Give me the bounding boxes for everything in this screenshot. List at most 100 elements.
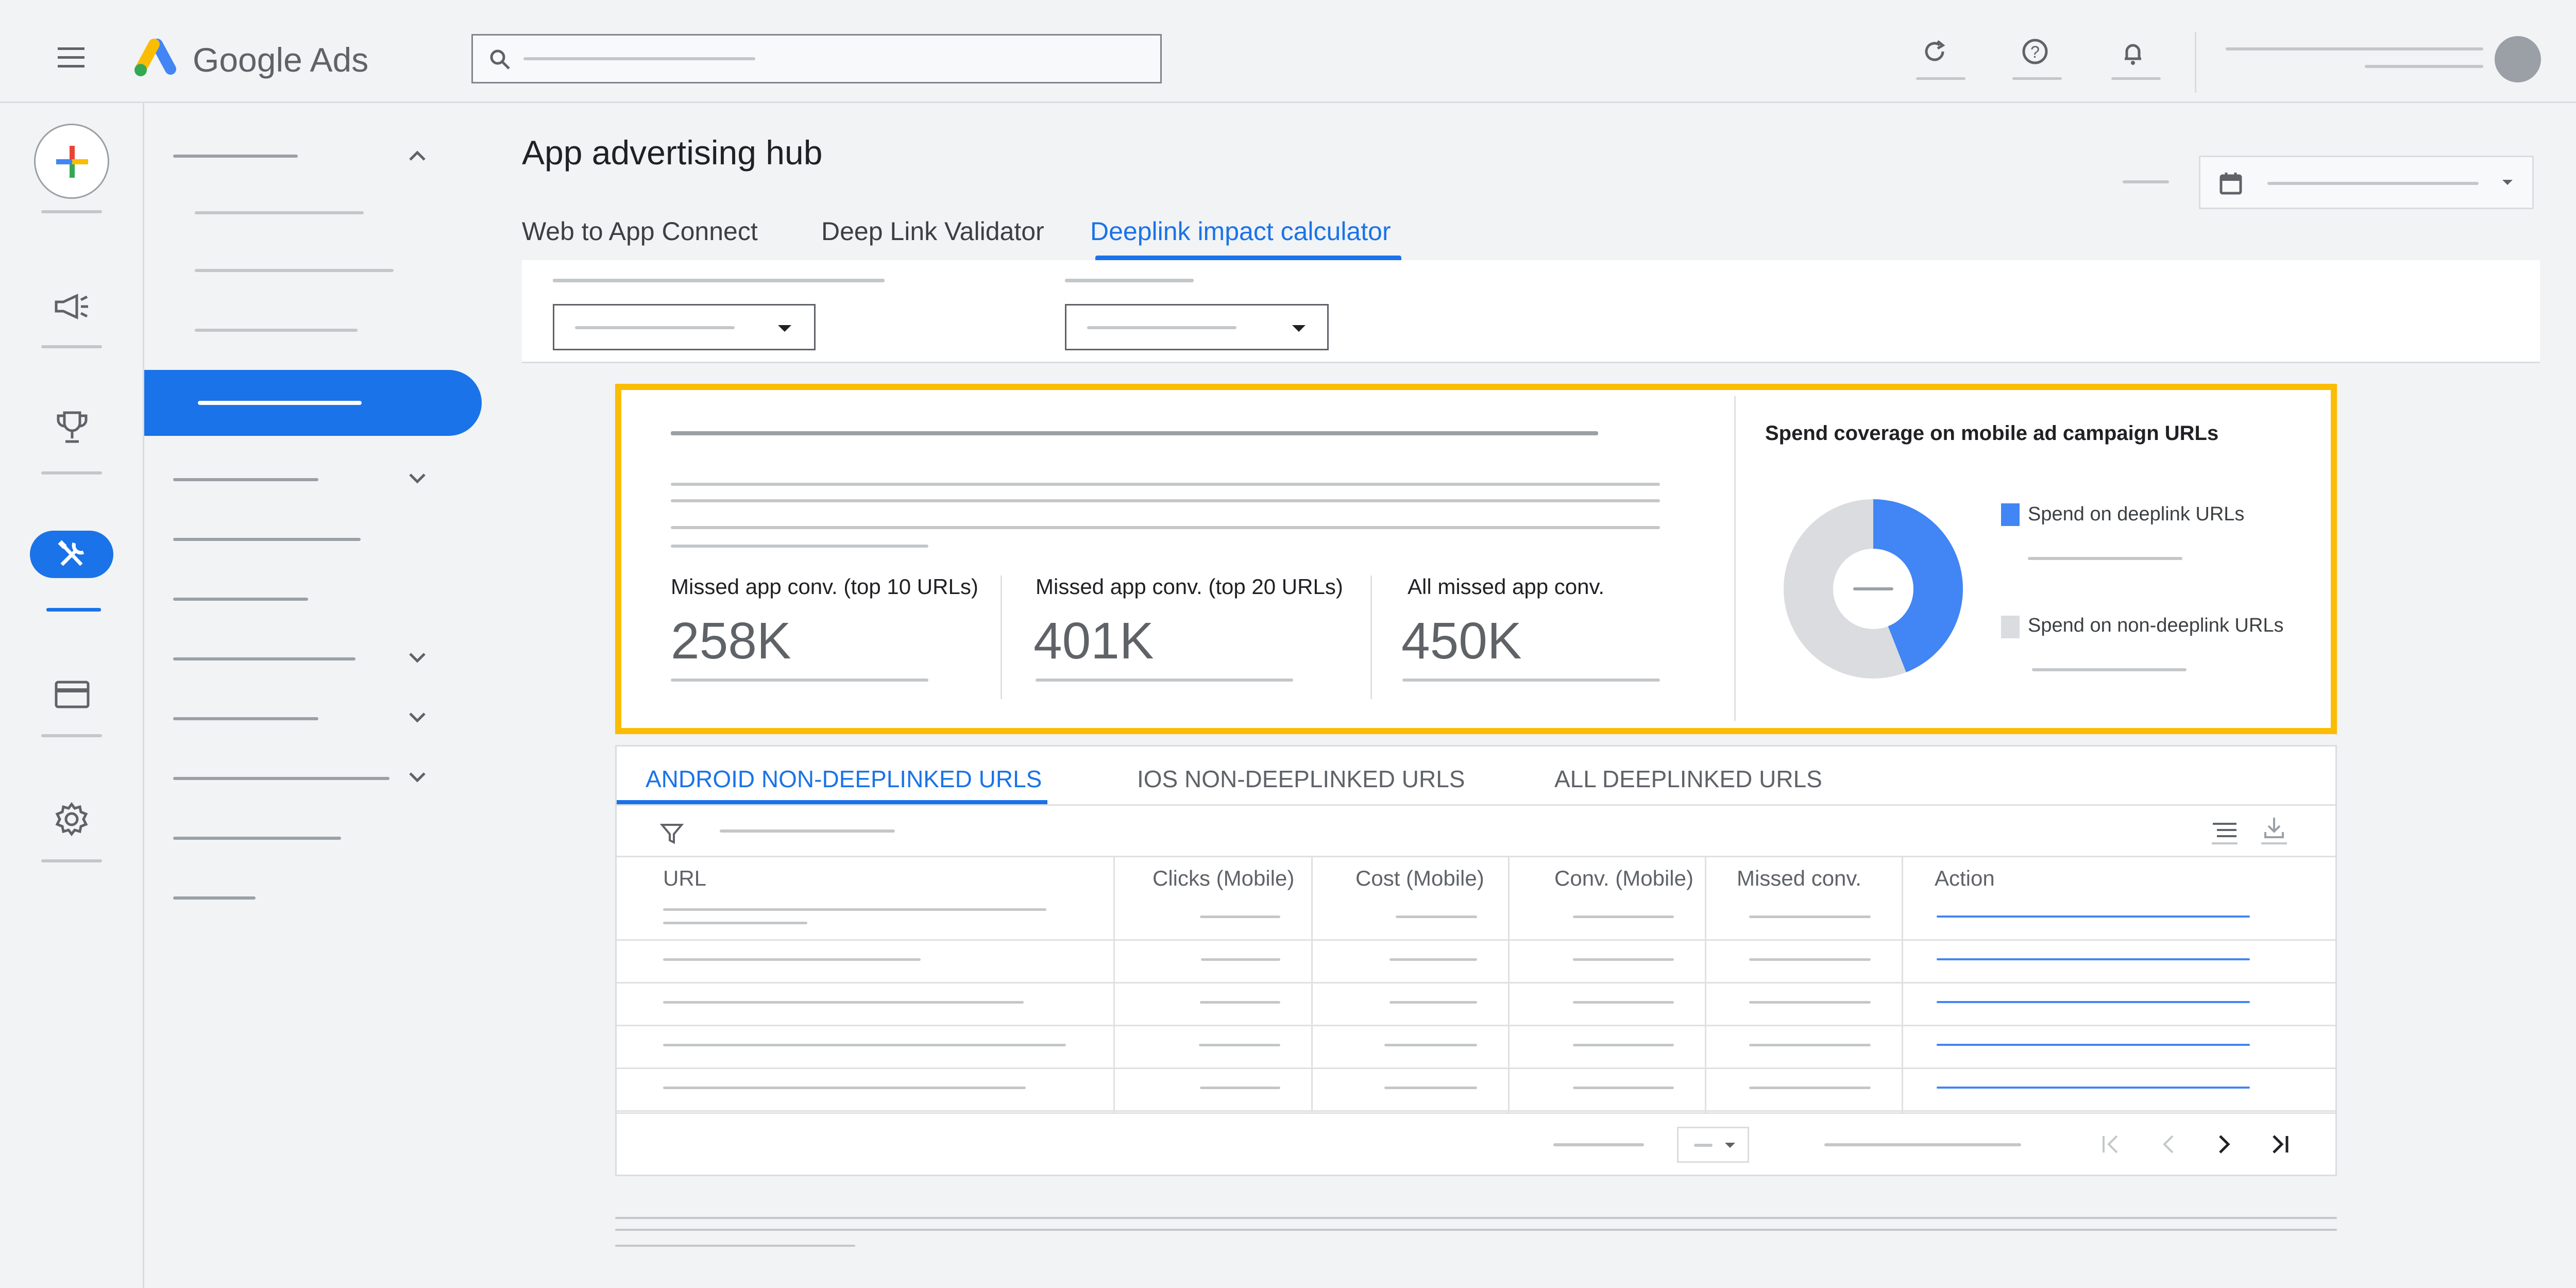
active-tab-indicator xyxy=(1095,256,1401,260)
action-link[interactable] xyxy=(1937,916,2250,918)
col-header-conv[interactable]: Conv. (Mobile) xyxy=(1554,866,1693,890)
first-page-icon[interactable] xyxy=(2099,1133,2122,1156)
nav-section-6[interactable] xyxy=(173,717,318,720)
trophy-icon[interactable] xyxy=(54,410,90,446)
kpi-1-title: Missed app conv. (top 10 URLs) xyxy=(671,574,978,599)
filter-2-dropdown[interactable] xyxy=(1065,304,1329,350)
nav-section-1[interactable] xyxy=(173,155,298,158)
avatar[interactable] xyxy=(2495,36,2541,82)
table-row[interactable] xyxy=(617,1069,2335,1112)
megaphone-icon[interactable] xyxy=(54,294,90,319)
search-placeholder-line xyxy=(523,57,755,60)
calendar-icon xyxy=(2219,172,2243,195)
menu-icon[interactable] xyxy=(58,46,84,69)
legend-value-line-deeplink xyxy=(2028,557,2182,560)
table-tab-ios[interactable]: iOS non-deeplinked URLs xyxy=(1137,766,1465,792)
search-input[interactable] xyxy=(471,34,1162,83)
help-icon[interactable]: ? xyxy=(2012,36,2062,82)
date-range-picker[interactable] xyxy=(2199,156,2534,209)
metric-cell-line xyxy=(1200,916,1280,918)
refresh-icon[interactable] xyxy=(1916,36,1965,82)
metric-cell-line xyxy=(1749,1087,1871,1089)
tab-deeplink-impact-calculator[interactable]: Deeplink impact calculator xyxy=(1090,217,1391,246)
table-tab-android[interactable]: Android non-deeplinked URLs xyxy=(646,766,1042,792)
dropdown-arrow-icon xyxy=(1291,324,1307,333)
action-link[interactable] xyxy=(1937,1044,2250,1046)
notifications-icon[interactable] xyxy=(2111,37,2161,83)
action-link[interactable] xyxy=(1937,1087,2250,1089)
metric-cell-line xyxy=(1749,916,1871,918)
pagination-range-line xyxy=(1824,1143,2021,1146)
spend-coverage-donut[interactable] xyxy=(1781,496,1966,682)
page-title: App advertising hub xyxy=(522,133,823,172)
filter-1-label xyxy=(553,279,885,282)
col-header-cost[interactable]: Cost (Mobile) xyxy=(1355,866,1484,890)
nav-item-1[interactable] xyxy=(195,211,364,214)
table-row[interactable] xyxy=(617,941,2335,984)
table-tab-indicator xyxy=(617,800,1047,804)
create-button[interactable] xyxy=(34,124,109,199)
col-header-missed-conv[interactable]: Missed conv. xyxy=(1737,866,1861,890)
date-label-line xyxy=(2123,180,2169,183)
metric-cell-line xyxy=(1749,1001,1871,1004)
topbar-divider xyxy=(2195,32,2196,93)
chevron-down-icon[interactable] xyxy=(407,770,428,784)
nav-section-4[interactable] xyxy=(173,598,308,601)
chevron-down-icon[interactable] xyxy=(407,651,428,664)
metric-cell-line xyxy=(1389,958,1477,961)
metric-cell-line xyxy=(1199,1044,1280,1046)
kpi-2-subline xyxy=(1036,679,1293,682)
metric-cell-line xyxy=(1384,1087,1477,1089)
table-row[interactable] xyxy=(617,1026,2335,1069)
footer-line-3 xyxy=(615,1245,855,1247)
metric-cell-line xyxy=(1200,1087,1280,1089)
admin-label-line xyxy=(41,859,102,862)
filter-bar xyxy=(522,260,2540,363)
filter-icon[interactable] xyxy=(660,822,684,845)
tab-web-to-app-connect[interactable]: Web to App Connect xyxy=(522,217,758,246)
nav-item-active-label xyxy=(198,401,362,405)
legend-label-deeplink: Spend on deeplink URLs xyxy=(2028,503,2245,525)
metric-cell-line xyxy=(1573,958,1674,961)
columns-icon[interactable] xyxy=(2212,819,2238,844)
tools-button[interactable] xyxy=(30,531,113,578)
billing-icon[interactable] xyxy=(54,680,90,709)
table-tab-all-deeplinked[interactable]: All deeplinked URLs xyxy=(1554,766,1822,792)
kpi-1-value: 258K xyxy=(671,612,791,670)
filter-1-dropdown[interactable] xyxy=(553,304,816,350)
chevron-up-icon[interactable] xyxy=(407,149,428,163)
previous-page-icon[interactable] xyxy=(2157,1133,2180,1156)
kpi-divider xyxy=(1370,575,1372,699)
action-link[interactable] xyxy=(1937,958,2250,960)
nav-section-3[interactable] xyxy=(173,538,361,541)
search-icon xyxy=(488,48,511,71)
filter-text-line xyxy=(720,829,895,833)
tab-deep-link-validator[interactable]: Deep Link Validator xyxy=(821,217,1044,246)
table-row[interactable] xyxy=(617,984,2335,1026)
action-link[interactable] xyxy=(1937,1001,2250,1003)
chevron-down-icon[interactable] xyxy=(407,710,428,724)
nav-item-2[interactable] xyxy=(195,269,394,272)
url-cell-line xyxy=(663,958,921,961)
col-header-action[interactable]: Action xyxy=(1935,866,1995,890)
gear-icon[interactable] xyxy=(54,801,90,837)
nav-section-5[interactable] xyxy=(173,657,355,660)
col-header-clicks[interactable]: Clicks (Mobile) xyxy=(1153,866,1295,890)
nav-section-7[interactable] xyxy=(173,777,389,780)
nav-item-3[interactable] xyxy=(195,329,358,332)
rows-per-page-select[interactable] xyxy=(1677,1127,1749,1163)
last-page-icon[interactable] xyxy=(2268,1133,2291,1156)
download-icon[interactable] xyxy=(2261,816,2287,844)
nav-section-8[interactable] xyxy=(173,837,341,840)
kpi-1-subline xyxy=(671,679,928,682)
next-page-icon[interactable] xyxy=(2213,1133,2235,1156)
col-header-url[interactable]: URL xyxy=(663,866,707,890)
nav-section-2[interactable] xyxy=(173,478,318,481)
table-row[interactable] xyxy=(617,898,2335,941)
summary-text-line-2 xyxy=(671,499,1660,502)
nav-section-9[interactable] xyxy=(173,896,256,900)
summary-text-line-3 xyxy=(671,526,1660,529)
chevron-down-icon[interactable] xyxy=(407,471,428,485)
metric-cell-line xyxy=(1573,916,1674,918)
summary-heading-line xyxy=(671,431,1598,435)
